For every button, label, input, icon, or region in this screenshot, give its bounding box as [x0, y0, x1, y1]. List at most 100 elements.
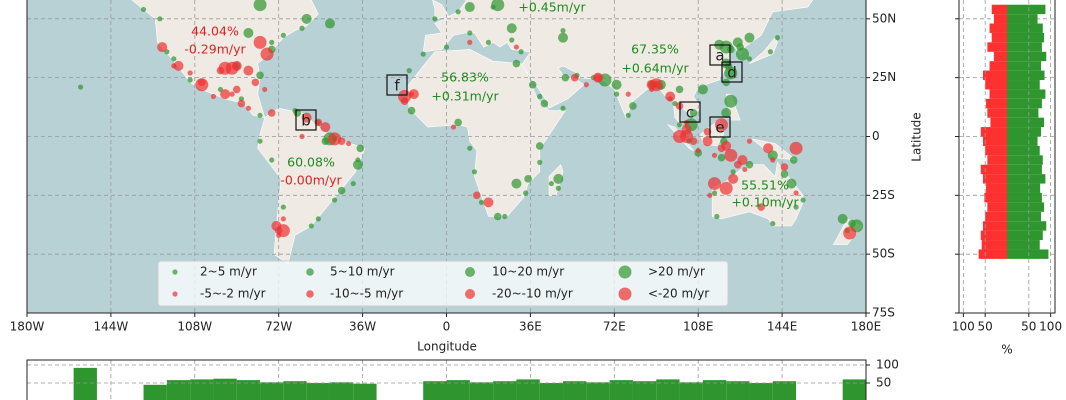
hist-bar: [1007, 230, 1043, 241]
hist-bar: [679, 382, 703, 400]
point: [555, 185, 561, 191]
point: [560, 27, 566, 34]
hist-bar: [983, 174, 1007, 184]
point: [767, 49, 774, 55]
point: [548, 180, 554, 187]
point: [523, 190, 529, 196]
hist-x-tick-label: 50: [1021, 320, 1036, 334]
point: [537, 93, 543, 100]
region-annotation: 44.04%: [191, 24, 239, 39]
hist-bar: [1007, 145, 1040, 156]
point: [260, 47, 274, 61]
point: [337, 186, 346, 195]
point: [332, 197, 338, 203]
point: [467, 145, 473, 151]
hist-bar: [1007, 4, 1046, 15]
hist-bar: [989, 89, 1007, 99]
hist-bar: [993, 51, 1007, 62]
point: [763, 143, 774, 154]
hist-bar: [985, 211, 1007, 222]
hist-bar: [1007, 42, 1042, 52]
hist-bar: [1007, 117, 1045, 128]
point: [346, 140, 352, 147]
hist-bar: [749, 383, 773, 400]
region-letter: f: [394, 77, 400, 95]
hist-bar: [213, 378, 237, 400]
x-axis-label: Longitude: [417, 340, 477, 354]
hist-bar: [1007, 80, 1040, 90]
point: [229, 91, 235, 97]
region-box: [679, 101, 701, 123]
point: [237, 99, 246, 108]
hist-bar: [989, 61, 1007, 71]
hist-bar: [283, 381, 307, 400]
point: [770, 157, 776, 163]
legend-marker: [172, 269, 178, 275]
hist-bar: [329, 382, 354, 400]
point: [611, 79, 622, 90]
hist-bar: [539, 383, 564, 400]
point: [280, 204, 286, 210]
hist-bar: [983, 221, 1007, 231]
hist-bar: [260, 382, 284, 400]
point: [553, 173, 564, 184]
hist-bar: [987, 42, 1007, 52]
point: [232, 85, 241, 94]
legend-marker: [172, 291, 178, 297]
point: [269, 39, 275, 45]
point: [245, 105, 252, 111]
hist-frame: [958, 0, 1056, 314]
point: [737, 155, 748, 166]
point: [472, 191, 481, 200]
x-tick-label: 108E: [683, 320, 714, 334]
point: [689, 109, 698, 117]
point: [728, 173, 739, 184]
point: [267, 109, 276, 117]
hist-bar: [1007, 136, 1038, 146]
point: [732, 37, 743, 48]
region-box: [386, 74, 408, 96]
hist-x-label: %: [1001, 343, 1012, 357]
region-annotation: 55.51%: [741, 178, 789, 193]
point: [843, 226, 857, 240]
point: [583, 82, 589, 88]
point: [730, 169, 736, 175]
hist-bar: [726, 381, 750, 400]
point: [210, 93, 217, 100]
point: [675, 85, 684, 94]
point: [243, 27, 254, 38]
region-box: [709, 116, 731, 138]
point: [560, 105, 566, 111]
legend-marker: [465, 267, 475, 277]
point: [253, 35, 267, 49]
hist-bar: [632, 381, 657, 400]
hist-bar: [981, 240, 1007, 250]
region-letter: b: [301, 112, 311, 130]
point: [483, 197, 494, 208]
hist-bar: [1007, 155, 1043, 165]
x-tick-label: 144E: [767, 320, 798, 334]
point: [301, 112, 312, 123]
legend-label: 2~5 m/yr: [200, 265, 257, 279]
hist-bar: [190, 379, 214, 400]
point: [717, 153, 726, 162]
point: [443, 44, 450, 50]
point: [735, 47, 749, 61]
point: [491, 0, 505, 12]
legend-label: >20 m/yr: [648, 265, 705, 279]
region-annotation: -0.00m/yr: [280, 173, 342, 188]
hist-x-tick-label: 100: [1039, 320, 1062, 334]
point: [187, 77, 193, 83]
region-annotation: +0.10m/yr: [731, 195, 799, 210]
point: [509, 37, 515, 43]
point: [408, 89, 419, 100]
point: [257, 112, 263, 118]
point: [724, 66, 738, 80]
hist-bar: [983, 70, 1007, 81]
legend-label: 10~20 m/yr: [492, 265, 564, 279]
hist-bar: [980, 164, 1007, 175]
point: [770, 220, 776, 227]
point: [454, 118, 462, 127]
region-annotation: +0.64m/yr: [621, 61, 689, 76]
hist-bar: [989, 23, 1007, 33]
